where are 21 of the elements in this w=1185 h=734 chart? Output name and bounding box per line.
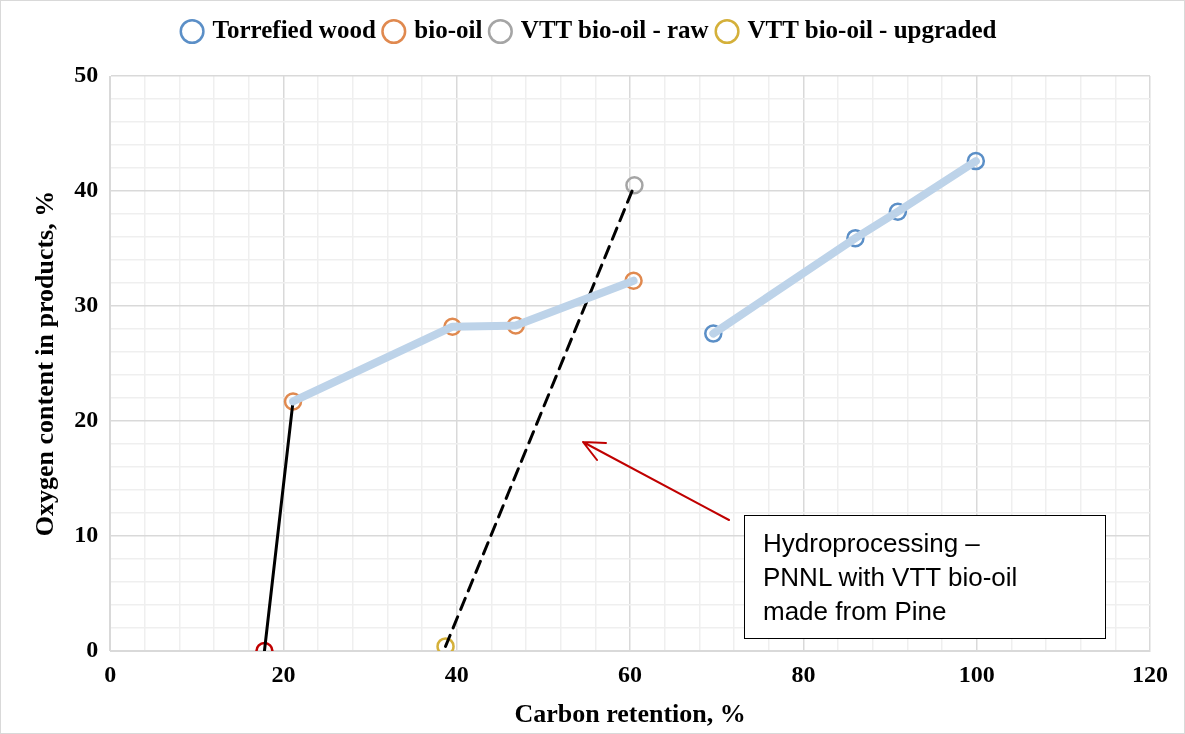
legend-label: Torrefied wood — [212, 15, 376, 43]
x-tick-label: 80 — [791, 660, 816, 687]
point — [625, 176, 644, 195]
x-tick-label: 100 — [958, 660, 995, 687]
x-tick-label: 0 — [104, 660, 117, 687]
legend-label: VTT bio-oil - upgraded — [747, 15, 997, 43]
x-axis-title: Carbon retention, % — [514, 699, 746, 729]
y-tick-label: 50 — [74, 61, 99, 88]
y-tick-label: 40 — [74, 176, 99, 203]
x-tick-label: 120 — [1132, 660, 1168, 687]
x-tick-label: 60 — [618, 660, 643, 687]
y-tick-label: 20 — [74, 406, 99, 433]
y-tick-label: 0 — [86, 636, 99, 663]
x-tick-label: 20 — [271, 660, 296, 687]
note-box: Hydroprocessing – PNNL with VTT bio-oil made from Pine — [744, 515, 1106, 639]
legend-label: VTT bio-oil - raw — [520, 15, 709, 43]
y-axis-title: Oxygen content in products, % — [30, 190, 60, 537]
y-tick-label: 10 — [74, 521, 99, 548]
legend-label: bio-oil — [414, 15, 483, 43]
y-tick-label: 30 — [74, 291, 99, 318]
x-tick-label: 40 — [444, 660, 469, 687]
